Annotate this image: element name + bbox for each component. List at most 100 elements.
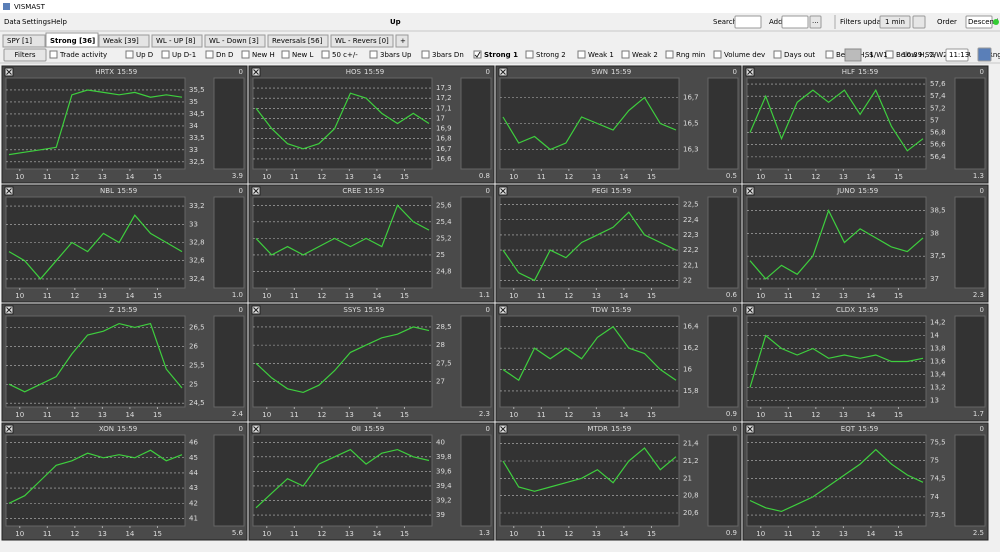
y-tick-label: 56,4 [930, 153, 946, 161]
tab[interactable] [395, 34, 409, 48]
s2-time: 11:13 [949, 51, 969, 59]
side-top-label: 0 [486, 187, 490, 195]
x-tick-label: 10 [756, 173, 765, 181]
close-icon [253, 426, 259, 432]
side-bottom-label: 1.1 [479, 291, 490, 299]
y-tick-label: 17,1 [436, 104, 452, 112]
menu-item[interactable]: Help [51, 18, 68, 26]
x-tick-label: 15 [153, 411, 162, 419]
y-tick-label: 45 [189, 454, 198, 462]
panel-time: 15:59 [858, 68, 878, 76]
checkbox[interactable] [825, 50, 834, 59]
refresh-button[interactable] [912, 15, 926, 29]
panel-time: 15:59 [117, 306, 137, 314]
x-tick-label: 12 [317, 411, 326, 419]
tab[interactable] [151, 34, 203, 48]
tab[interactable] [330, 34, 394, 48]
checkbox[interactable] [473, 50, 482, 59]
x-tick-label: 13 [98, 292, 107, 300]
y-tick-label: 22,1 [683, 261, 699, 269]
y-tick-label: 74 [930, 493, 939, 501]
filter-label: Trade activity [59, 51, 107, 59]
checkbox[interactable] [577, 50, 586, 59]
x-tick-label: 15 [153, 173, 162, 181]
x-tick-label: 14 [619, 173, 628, 181]
tab[interactable] [267, 34, 329, 48]
tab-label: Weak [39] [103, 37, 139, 45]
y-tick-label: 32,6 [189, 257, 205, 265]
panel-symbol: OII [351, 425, 361, 433]
panel-time: 15:59 [611, 306, 631, 314]
y-tick-label: 33,5 [189, 134, 205, 142]
filters-button[interactable] [3, 48, 47, 62]
add-button[interactable] [809, 15, 822, 29]
y-tick-label: 28 [436, 341, 445, 349]
checkbox[interactable] [205, 50, 214, 59]
checkbox[interactable] [525, 50, 534, 59]
checkbox[interactable] [665, 50, 674, 59]
checkbox[interactable] [369, 50, 378, 59]
x-tick-label: 11 [537, 173, 546, 181]
checkbox[interactable] [321, 50, 330, 59]
tab[interactable] [45, 32, 99, 48]
price-line [749, 88, 924, 152]
x-tick-label: 11 [43, 411, 52, 419]
x-tick-label: 10 [756, 411, 765, 419]
panel-symbol: SWN [591, 68, 608, 76]
price-line [255, 448, 430, 509]
filter-label: Up D-1 [172, 51, 196, 59]
checkbox[interactable] [713, 50, 722, 59]
checkbox[interactable] [421, 50, 430, 59]
y-tick-label: 20,6 [683, 509, 699, 517]
layout-button[interactable] [977, 47, 992, 62]
tab[interactable] [98, 34, 150, 48]
tab[interactable] [2, 34, 46, 48]
search-input[interactable] [734, 15, 762, 29]
filters-update-select[interactable] [879, 15, 911, 29]
x-tick-label: 15 [400, 292, 409, 300]
y-tick-label: 39,2 [436, 497, 452, 505]
x-tick-label: 11 [784, 173, 793, 181]
filter-label: Volume dev [724, 51, 765, 59]
x-tick-label: 14 [866, 173, 875, 181]
side-top-label: 0 [239, 187, 243, 195]
y-tick-label: 21 [683, 474, 692, 482]
checkbox[interactable] [241, 50, 250, 59]
checkbox[interactable] [125, 50, 134, 59]
side-top-label: 0 [980, 425, 984, 433]
checkbox[interactable] [773, 50, 782, 59]
tab[interactable] [204, 34, 266, 48]
y-tick-label: 39,4 [436, 482, 452, 490]
side-chart-area [460, 434, 492, 527]
x-tick-label: 12 [70, 411, 79, 419]
y-tick-label: 57,2 [930, 104, 946, 112]
menu-item[interactable]: Settings [22, 18, 51, 26]
side-chart-area [213, 315, 245, 408]
y-tick-label: 75 [930, 456, 939, 464]
price-line [749, 448, 924, 513]
tab-label: Reversals [56] [272, 37, 323, 45]
filter-label: Rng min [676, 51, 705, 59]
add-input[interactable] [781, 15, 809, 29]
price-line [502, 211, 677, 282]
s2-time-box[interactable] [945, 48, 969, 62]
price-line [502, 325, 677, 382]
order-select[interactable] [965, 15, 993, 29]
checkbox[interactable] [621, 50, 630, 59]
x-tick-label: 14 [866, 411, 875, 419]
checkbox[interactable] [281, 50, 290, 59]
y-tick-label: 16,5 [683, 120, 699, 128]
x-tick-label: 13 [345, 411, 354, 419]
panel-symbol: CREE [342, 187, 361, 195]
menu-item[interactable]: Data [4, 18, 21, 26]
checkbox[interactable] [49, 50, 58, 59]
checkbox[interactable] [161, 50, 170, 59]
x-tick-label: 11 [290, 411, 299, 419]
y-tick-label: 25,2 [436, 234, 452, 242]
filter-label: Rng D [988, 51, 1000, 59]
checkbox[interactable] [885, 50, 894, 59]
x-tick-label: 14 [125, 411, 134, 419]
x-tick-label: 11 [537, 530, 546, 538]
y-tick-label: 13,6 [930, 358, 946, 366]
